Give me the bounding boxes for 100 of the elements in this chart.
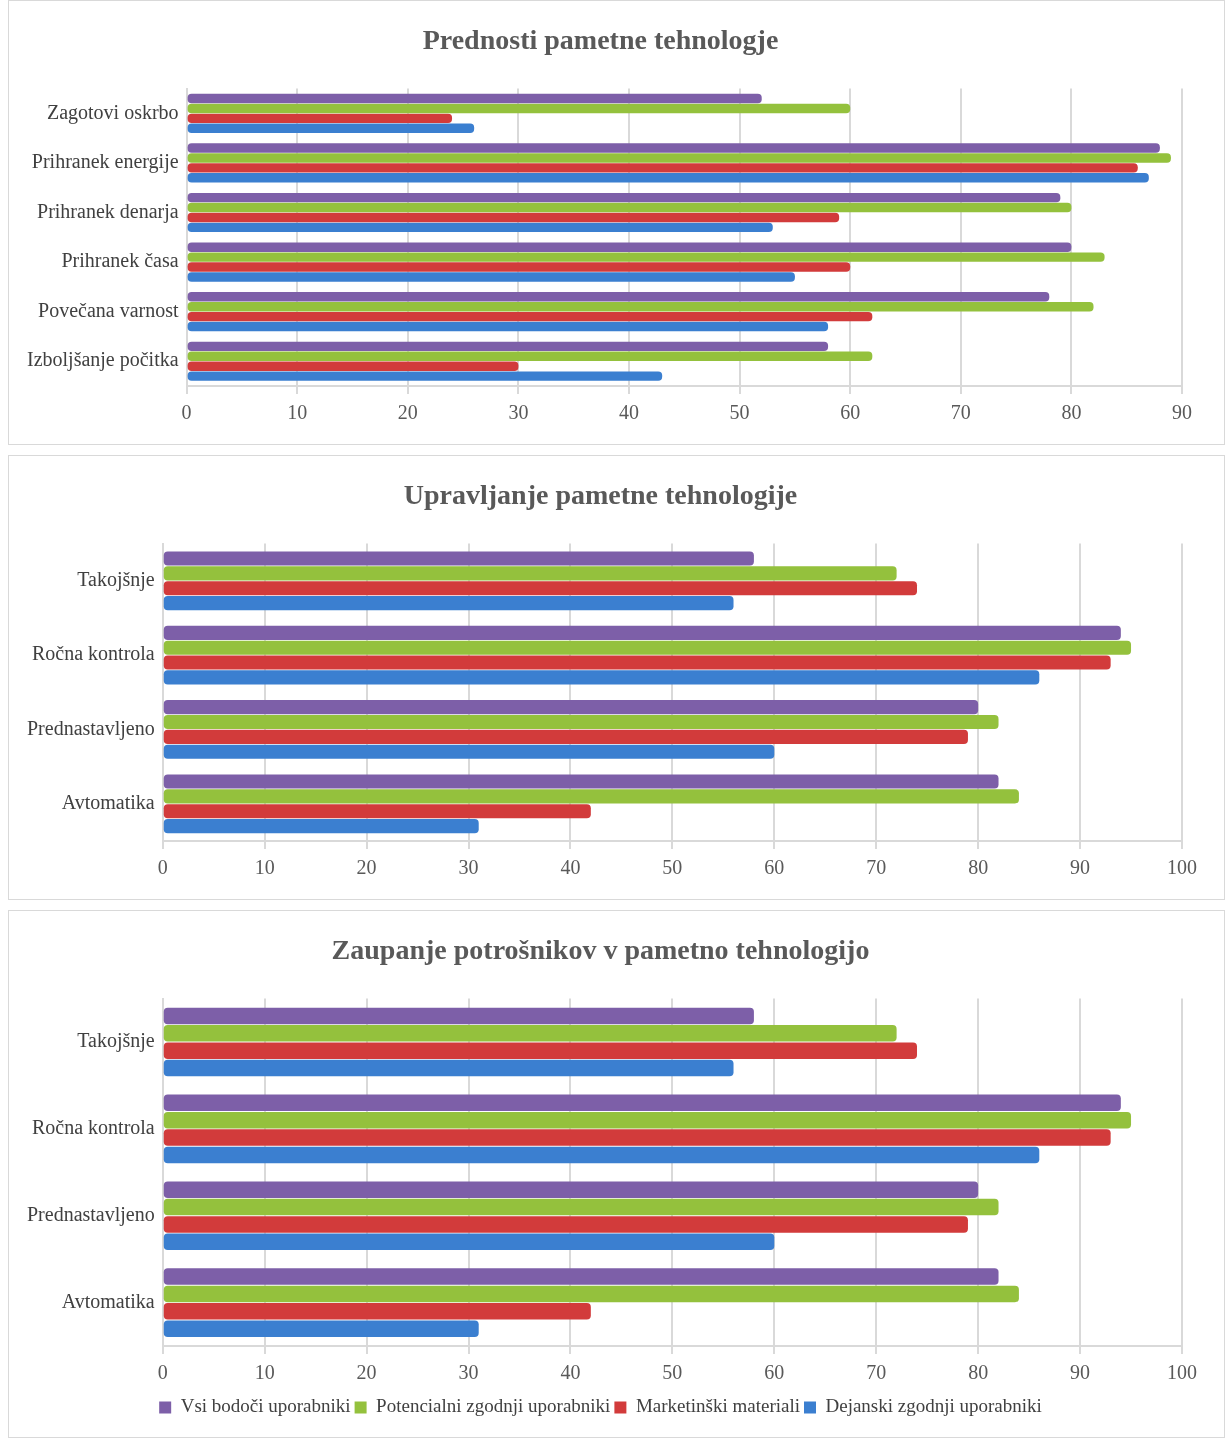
bar — [187, 252, 1105, 262]
bar — [163, 774, 999, 789]
bar — [163, 1025, 897, 1042]
x-tick-label: 90 — [1070, 1361, 1091, 1384]
x-tick-label: 0 — [181, 401, 192, 424]
y-tick-label: Prihranek časa — [61, 249, 179, 272]
bar — [163, 551, 754, 566]
x-tick-label: 50 — [662, 856, 683, 879]
bar — [163, 640, 1132, 655]
y-tick-label: Avtomatika — [61, 1289, 155, 1312]
bar — [187, 153, 1171, 163]
y-tick-label: Ročna kontrola — [31, 642, 155, 665]
x-tick-label: 60 — [764, 1361, 785, 1384]
x-tick-label: 80 — [1061, 401, 1082, 424]
bar — [163, 789, 1019, 804]
x-tick-label: 30 — [458, 856, 479, 879]
x-tick-label: 10 — [254, 856, 275, 879]
x-tick-label: 10 — [287, 401, 308, 424]
bar — [163, 1181, 979, 1198]
x-tick-label: 60 — [764, 856, 785, 879]
bar — [163, 655, 1111, 670]
x-tick-label: 50 — [662, 1361, 683, 1384]
bar — [163, 1198, 999, 1216]
bar — [187, 163, 1138, 173]
bar — [187, 351, 873, 361]
bar — [163, 1146, 1040, 1164]
bar — [163, 1303, 591, 1320]
x-tick-label: 20 — [356, 1361, 377, 1384]
bar — [163, 804, 591, 819]
legend-label: Potencialni zgodnji uporabniki — [376, 1395, 611, 1417]
bar — [163, 625, 1121, 640]
x-tick-label: 70 — [866, 856, 887, 879]
bar — [163, 1007, 754, 1025]
x-tick-label: 40 — [619, 401, 640, 424]
bar — [187, 311, 873, 322]
bar — [187, 192, 1061, 203]
bar — [187, 212, 840, 223]
x-tick-label: 20 — [356, 856, 377, 879]
chart-title: Prednosti pametne tehnologje — [422, 24, 779, 56]
x-tick-label: 90 — [1070, 856, 1091, 879]
bar — [163, 1268, 999, 1285]
bar — [163, 819, 479, 834]
legend-label: Marketinški materiali — [635, 1395, 800, 1417]
x-tick-label: 50 — [729, 401, 750, 424]
chart-title: Upravljanje pametne tehnologije — [403, 479, 798, 511]
bar — [163, 1059, 734, 1077]
bar — [163, 1285, 1019, 1303]
bar — [187, 103, 851, 114]
x-tick-label: 0 — [157, 1361, 168, 1384]
bar — [163, 1233, 775, 1251]
x-tick-label: 40 — [560, 1361, 581, 1384]
y-tick-label: Prednastavljeno — [26, 1202, 155, 1226]
y-tick-label: Prednastavljeno — [26, 716, 155, 740]
bar — [187, 361, 519, 371]
y-tick-label: Ročna kontrola — [31, 1116, 155, 1139]
x-tick-label: 80 — [968, 1361, 989, 1384]
x-tick-label: 60 — [840, 401, 861, 424]
x-tick-label: 80 — [968, 856, 989, 879]
bar — [187, 292, 1050, 302]
bar — [163, 1094, 1121, 1112]
bar — [163, 744, 775, 759]
y-tick-label: Zagotovi oskrbo — [46, 100, 179, 124]
bar — [163, 700, 979, 715]
legend-label: Vsi bodoči uporabniki — [180, 1395, 351, 1417]
bar — [187, 321, 829, 332]
x-tick-label: 70 — [950, 401, 971, 424]
bar — [187, 123, 475, 133]
bar — [163, 581, 917, 596]
bar — [163, 596, 734, 611]
bar — [187, 262, 851, 272]
bar — [187, 341, 829, 352]
chart-title: Zaupanje potrošnikov v pametno tehnologijo — [331, 934, 870, 966]
bar — [163, 729, 968, 744]
bar — [187, 173, 1149, 183]
bar — [187, 272, 795, 282]
bar — [187, 242, 1072, 252]
bar — [163, 1042, 917, 1059]
x-tick-label: 0 — [157, 856, 168, 879]
bar — [187, 301, 1094, 312]
bar — [163, 714, 999, 730]
y-tick-label: Takojšnje — [77, 568, 155, 592]
bar — [187, 202, 1072, 213]
x-tick-label: 40 — [560, 856, 581, 879]
bar — [187, 222, 773, 233]
bar — [163, 1111, 1132, 1129]
y-tick-label: Takojšnje — [77, 1029, 155, 1053]
x-tick-label: 20 — [397, 401, 418, 424]
bar — [163, 1129, 1111, 1146]
x-tick-label: 70 — [866, 1361, 887, 1384]
bar — [187, 143, 1160, 153]
y-tick-label: Prihranek denarja — [37, 199, 179, 223]
x-tick-label: 100 — [1167, 1361, 1197, 1384]
y-tick-label: Avtomatika — [61, 791, 155, 814]
bar — [187, 371, 663, 381]
bar — [163, 1320, 479, 1337]
x-tick-label: 90 — [1172, 401, 1192, 424]
bar — [187, 93, 762, 104]
y-tick-label: Povečana varnost — [38, 298, 180, 321]
bar — [187, 113, 453, 124]
bar — [163, 566, 897, 581]
